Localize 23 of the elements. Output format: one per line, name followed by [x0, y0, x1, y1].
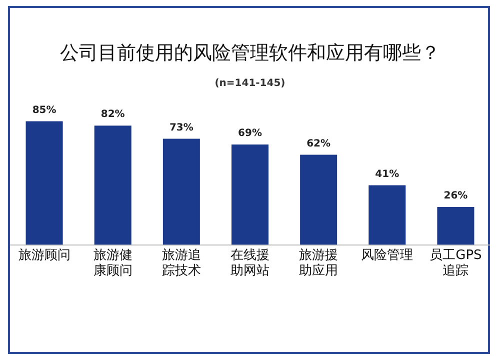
bar — [94, 126, 132, 245]
bar — [26, 121, 63, 245]
bar — [368, 185, 406, 245]
bar — [300, 154, 338, 245]
data-label: 26% — [444, 190, 468, 202]
x-tick-label: 员工GPS追踪 — [430, 248, 482, 279]
chart-subtitle: (n=141-145) — [214, 78, 286, 89]
chart-title: 公司目前使用的风险管理软件和应用有哪些？ — [59, 41, 441, 66]
x-tick-label: 旅游健康顾问 — [93, 248, 132, 279]
data-label: 69% — [238, 128, 262, 140]
x-tick-label: 风险管理 — [361, 248, 414, 263]
data-label: 85% — [32, 104, 56, 116]
data-label: 82% — [100, 109, 125, 120]
data-label: 73% — [169, 122, 194, 134]
x-tick-label: 旅游追踪技术 — [162, 248, 201, 279]
data-label: 62% — [306, 138, 331, 150]
x-tick-label: 在线援助网站 — [230, 248, 270, 279]
x-tick-label: 旅游援助应用 — [299, 248, 338, 279]
bar — [162, 138, 200, 245]
bar — [231, 144, 269, 245]
data-label: 41% — [375, 168, 400, 180]
x-tick-label: 旅游顾问 — [18, 248, 70, 263]
bar — [437, 207, 474, 245]
